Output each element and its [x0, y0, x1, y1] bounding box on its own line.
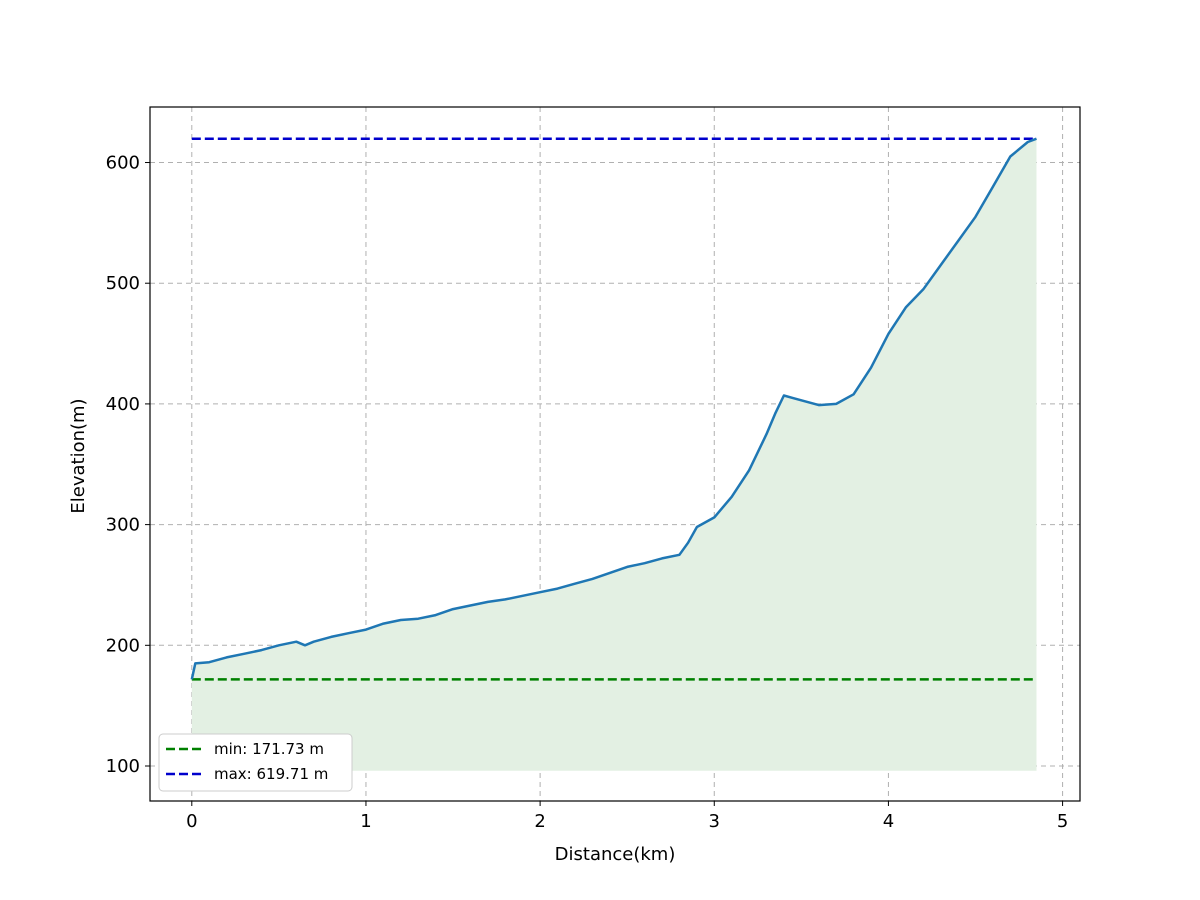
legend-min-label: min: 171.73 m	[214, 740, 324, 758]
y-tick-label: 300	[106, 515, 140, 536]
y-tick-label: 500	[106, 273, 140, 294]
x-tick-label: 3	[709, 811, 720, 832]
elevation-series-line	[190, 137, 1037, 680]
legend: min: 171.73 m max: 619.71 m	[158, 733, 353, 792]
legend-max-label: max: 619.71 m	[214, 765, 328, 783]
x-tick-label: 4	[883, 811, 894, 832]
plot-frame	[149, 106, 1081, 802]
y-tick-label: 400	[106, 394, 140, 415]
y-axis-label: Elevation(m)	[68, 398, 89, 513]
x-tick-label: 2	[534, 811, 545, 832]
y-tick-label: 100	[106, 756, 140, 777]
axis-ticks: 0 1 2 3 4 5 100 200 300 400 500 600	[106, 153, 1069, 832]
legend-box	[158, 733, 353, 792]
elevation-fill-area	[191, 138, 1037, 771]
x-tick-label: 5	[1057, 811, 1068, 832]
y-tick-label: 200	[106, 635, 140, 656]
x-tick-label: 1	[360, 811, 371, 832]
y-tick-label: 600	[106, 153, 140, 174]
x-tick-label: 0	[186, 811, 197, 832]
x-axis-label: Distance(km)	[555, 844, 676, 865]
